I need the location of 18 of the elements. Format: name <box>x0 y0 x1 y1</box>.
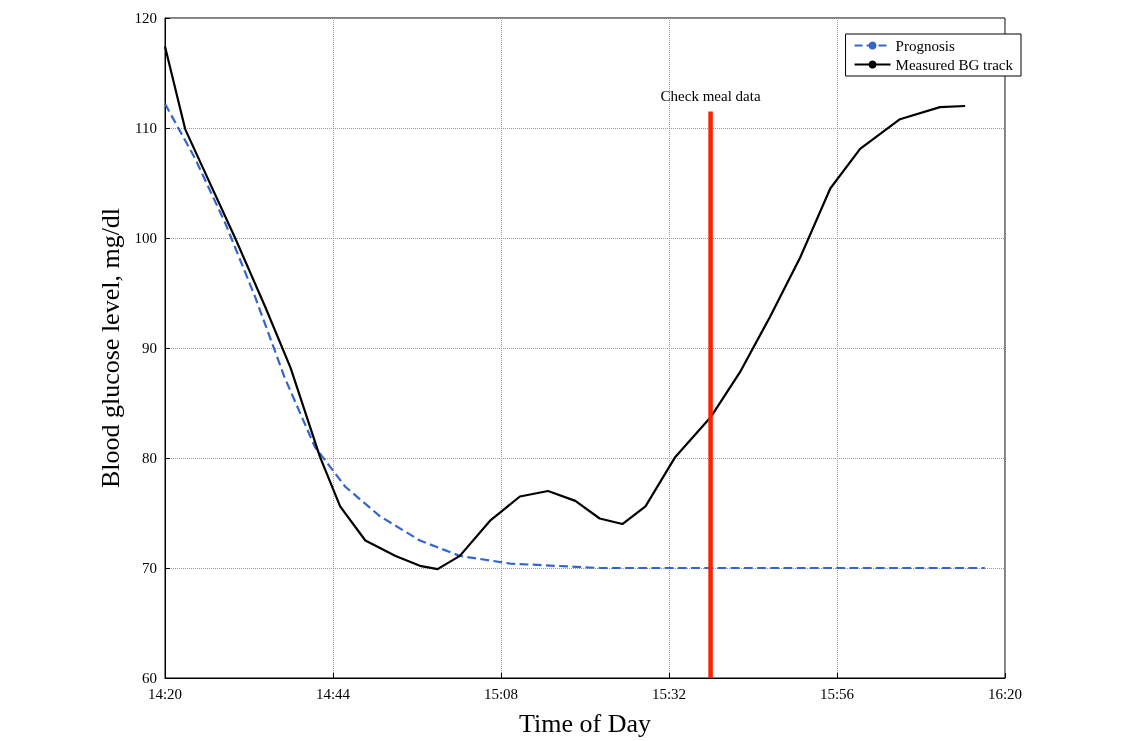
y-tick-label: 90 <box>142 340 157 356</box>
legend-label: Prognosis <box>895 37 955 54</box>
legend-label: Measured BG track <box>895 56 1014 73</box>
x-tick-label: 15:08 <box>483 685 519 702</box>
y-tick-label: 80 <box>142 450 157 466</box>
x-tick-label: 14:44 <box>315 685 351 702</box>
x-tick-label: 16:20 <box>987 685 1023 702</box>
x-tick-label: 15:56 <box>819 685 855 702</box>
x-axis-title: Time of Day <box>519 708 651 738</box>
y-tick-label: 100 <box>134 230 157 246</box>
y-tick-label: 120 <box>134 10 157 26</box>
y-axis-title: Blood glucose level, mg/dl <box>96 207 126 489</box>
y-tick-label: 110 <box>135 120 157 136</box>
x-tick-label: 14:20 <box>147 685 183 702</box>
y-tick-label: 70 <box>142 560 157 576</box>
annotation: Check meal data <box>660 88 761 104</box>
x-tick-label: 15:32 <box>651 685 687 702</box>
y-tick-label: 60 <box>142 670 157 686</box>
